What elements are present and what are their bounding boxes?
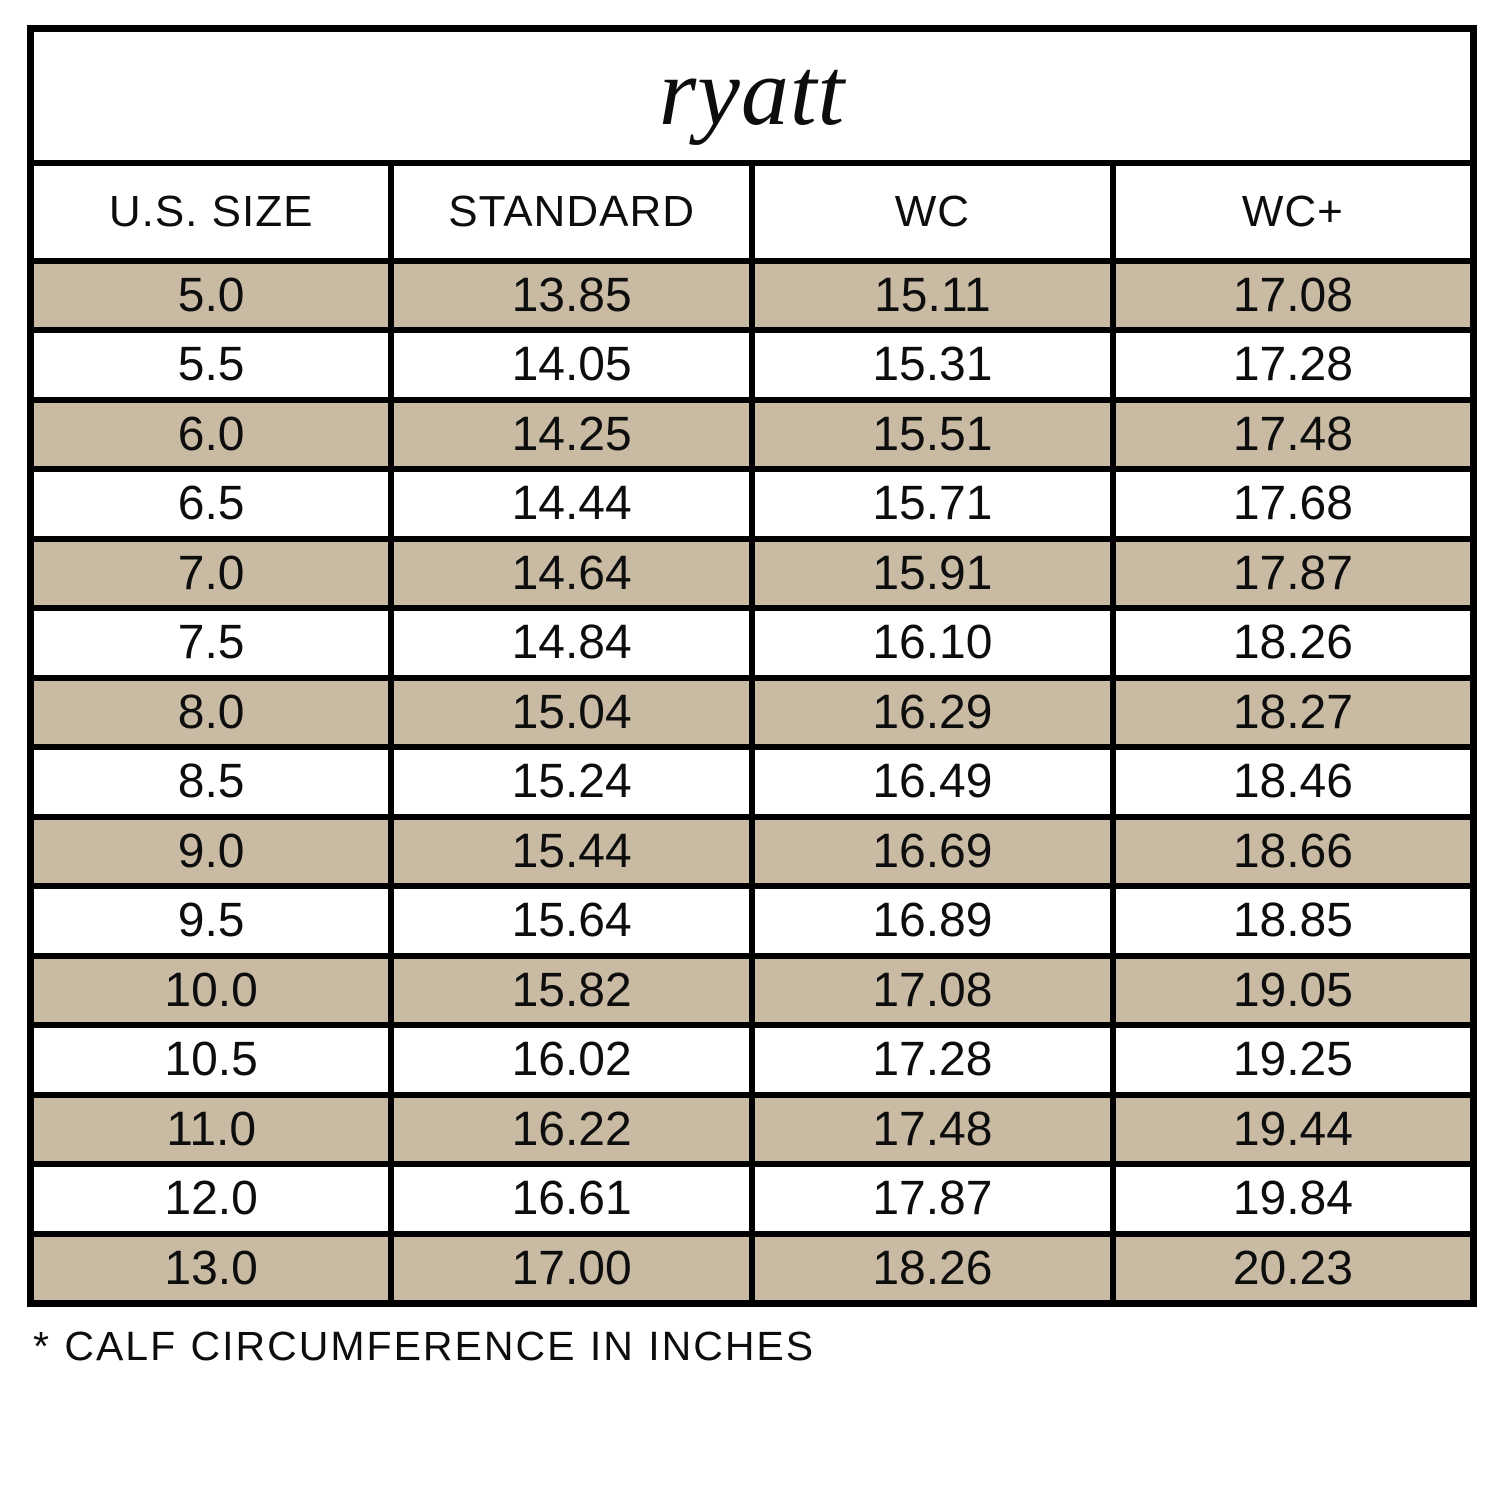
cell-wc-plus: 20.23 bbox=[1109, 1230, 1477, 1306]
cell-wc-plus: 18.26 bbox=[1109, 605, 1477, 681]
cell-us-size: 6.5 bbox=[27, 466, 395, 542]
cell-wc: 17.08 bbox=[749, 952, 1116, 1028]
cell-standard: 15.64 bbox=[388, 883, 755, 959]
table-row: 6.0 14.25 15.51 17.48 bbox=[27, 396, 1477, 472]
table-row: 8.5 15.24 16.49 18.46 bbox=[27, 744, 1477, 820]
brand-title: ryatt bbox=[27, 25, 1477, 166]
footnote: * CALF CIRCUMFERENCE IN INCHES bbox=[33, 1322, 816, 1369]
cell-wc-plus: 17.68 bbox=[1109, 466, 1477, 542]
cell-wc: 15.71 bbox=[749, 466, 1116, 542]
cell-standard: 14.84 bbox=[388, 605, 755, 681]
table-row: 9.5 15.64 16.89 18.85 bbox=[27, 883, 1477, 959]
cell-wc-plus: 17.48 bbox=[1109, 396, 1477, 472]
cell-standard: 15.82 bbox=[388, 952, 755, 1028]
table-row: 10.5 16.02 17.28 19.25 bbox=[27, 1022, 1477, 1098]
page: ryatt U.S. SIZE STANDARD WC WC+ 5.0 13.8… bbox=[0, 25, 1500, 1500]
cell-wc-plus: 18.46 bbox=[1109, 744, 1477, 820]
cell-standard: 15.44 bbox=[388, 813, 755, 889]
cell-us-size: 12.0 bbox=[27, 1161, 395, 1237]
table-row: 7.5 14.84 16.10 18.26 bbox=[27, 605, 1477, 681]
column-header-us-size: U.S. SIZE bbox=[27, 159, 395, 264]
cell-wc-plus: 19.44 bbox=[1109, 1091, 1477, 1167]
cell-us-size: 11.0 bbox=[27, 1091, 395, 1167]
cell-standard: 14.25 bbox=[388, 396, 755, 472]
cell-wc-plus: 18.66 bbox=[1109, 813, 1477, 889]
column-header-standard: STANDARD bbox=[388, 159, 755, 264]
table-body: 5.0 13.85 15.11 17.08 5.5 14.05 15.31 17… bbox=[27, 257, 1477, 1306]
cell-us-size: 6.0 bbox=[27, 396, 395, 472]
cell-wc: 18.26 bbox=[749, 1230, 1116, 1306]
cell-wc-plus: 19.25 bbox=[1109, 1022, 1477, 1098]
cell-wc-plus: 17.87 bbox=[1109, 535, 1477, 611]
cell-us-size: 13.0 bbox=[27, 1230, 395, 1306]
column-header-wc-plus: WC+ bbox=[1109, 159, 1477, 264]
table-row: 10.0 15.82 17.08 19.05 bbox=[27, 952, 1477, 1028]
cell-wc-plus: 18.27 bbox=[1109, 674, 1477, 750]
cell-wc-plus: 17.28 bbox=[1109, 327, 1477, 403]
cell-standard: 15.04 bbox=[388, 674, 755, 750]
cell-standard: 15.24 bbox=[388, 744, 755, 820]
cell-wc: 17.28 bbox=[749, 1022, 1116, 1098]
cell-wc: 16.29 bbox=[749, 674, 1116, 750]
cell-wc: 15.31 bbox=[749, 327, 1116, 403]
cell-us-size: 8.5 bbox=[27, 744, 395, 820]
title-row: ryatt bbox=[27, 25, 1477, 166]
table-row: 6.5 14.44 15.71 17.68 bbox=[27, 466, 1477, 542]
cell-us-size: 7.0 bbox=[27, 535, 395, 611]
cell-us-size: 10.0 bbox=[27, 952, 395, 1028]
size-chart-table: ryatt U.S. SIZE STANDARD WC WC+ 5.0 13.8… bbox=[27, 25, 1477, 1307]
cell-standard: 14.44 bbox=[388, 466, 755, 542]
cell-wc: 16.10 bbox=[749, 605, 1116, 681]
cell-standard: 16.61 bbox=[388, 1161, 755, 1237]
cell-wc: 16.49 bbox=[749, 744, 1116, 820]
cell-us-size: 10.5 bbox=[27, 1022, 395, 1098]
cell-us-size: 8.0 bbox=[27, 674, 395, 750]
cell-wc-plus: 17.08 bbox=[1109, 257, 1477, 333]
cell-wc: 16.89 bbox=[749, 883, 1116, 959]
cell-wc: 15.11 bbox=[749, 257, 1116, 333]
column-header-wc: WC bbox=[749, 159, 1116, 264]
table-row: 8.0 15.04 16.29 18.27 bbox=[27, 674, 1477, 750]
cell-standard: 17.00 bbox=[388, 1230, 755, 1306]
cell-standard: 13.85 bbox=[388, 257, 755, 333]
cell-wc: 17.48 bbox=[749, 1091, 1116, 1167]
table-row: 7.0 14.64 15.91 17.87 bbox=[27, 535, 1477, 611]
cell-standard: 14.64 bbox=[388, 535, 755, 611]
cell-wc: 15.51 bbox=[749, 396, 1116, 472]
table-row: 13.0 17.00 18.26 20.23 bbox=[27, 1230, 1477, 1306]
cell-wc-plus: 19.05 bbox=[1109, 952, 1477, 1028]
cell-standard: 16.02 bbox=[388, 1022, 755, 1098]
cell-us-size: 9.5 bbox=[27, 883, 395, 959]
cell-wc: 16.69 bbox=[749, 813, 1116, 889]
cell-us-size: 9.0 bbox=[27, 813, 395, 889]
table-row: 12.0 16.61 17.87 19.84 bbox=[27, 1161, 1477, 1237]
cell-us-size: 5.0 bbox=[27, 257, 395, 333]
table-row: 11.0 16.22 17.48 19.44 bbox=[27, 1091, 1477, 1167]
cell-standard: 14.05 bbox=[388, 327, 755, 403]
column-header-row: U.S. SIZE STANDARD WC WC+ bbox=[27, 159, 1477, 264]
cell-wc-plus: 18.85 bbox=[1109, 883, 1477, 959]
cell-us-size: 5.5 bbox=[27, 327, 395, 403]
cell-wc: 17.87 bbox=[749, 1161, 1116, 1237]
cell-wc-plus: 19.84 bbox=[1109, 1161, 1477, 1237]
cell-standard: 16.22 bbox=[388, 1091, 755, 1167]
table-row: 5.0 13.85 15.11 17.08 bbox=[27, 257, 1477, 333]
table-row: 9.0 15.44 16.69 18.66 bbox=[27, 813, 1477, 889]
cell-us-size: 7.5 bbox=[27, 605, 395, 681]
table-row: 5.5 14.05 15.31 17.28 bbox=[27, 327, 1477, 403]
cell-wc: 15.91 bbox=[749, 535, 1116, 611]
